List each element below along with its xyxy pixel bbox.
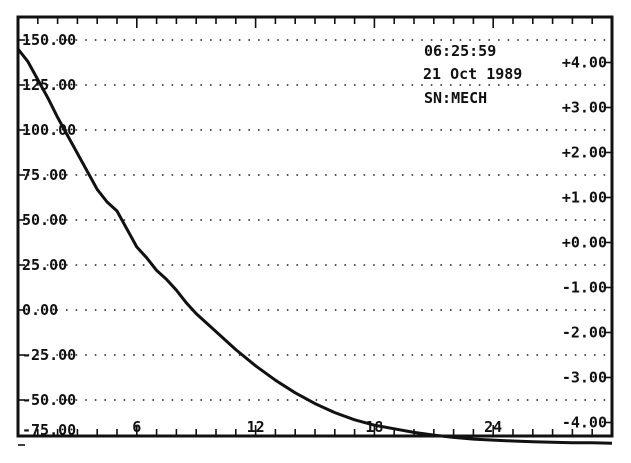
plot-frame <box>16 15 614 438</box>
y-left-tick-label: 25.00 <box>22 256 67 274</box>
tick-marks <box>18 17 612 446</box>
y-right-tick-label: -3.00 <box>562 369 607 387</box>
grid <box>18 39 612 401</box>
x-tick-label: 6 <box>132 418 141 436</box>
y-right-tick-label: +1.00 <box>562 189 607 207</box>
data-line <box>16 48 613 445</box>
y-left-tick-label: 125.00 <box>22 76 76 94</box>
y-right-tick-label: -2.00 <box>562 324 607 342</box>
y-right-tick-labels: +4.00 +3.00 +2.00 +1.00 +0.00 -1.00 -2.00 -3.00… <box>562 54 607 432</box>
x-tick-labels: 6 12 18 24 <box>132 418 502 436</box>
y-right-tick-label: +4.00 <box>562 54 607 72</box>
x-tick-label: 24 <box>484 418 502 436</box>
y-right-tick-label: +2.00 <box>562 144 607 162</box>
y-right-tick-label: -4.00 <box>562 414 607 432</box>
header-date: 21 Oct 1989 <box>423 65 522 83</box>
y-left-tick-labels: 150.00125.00100.0075.0050.0025.000.00-25… <box>22 31 76 439</box>
y-left-tick-label: 0.00 <box>22 301 58 319</box>
y-left-tick-label: 50.00 <box>22 211 67 229</box>
y-right-tick-label: +0.00 <box>562 234 607 252</box>
y-left-tick-label: 150.00 <box>22 31 76 49</box>
y-left-tick-label: -50.00 <box>22 391 76 409</box>
header-time: 06:25:59 <box>424 42 496 60</box>
y-right-tick-label: -1.00 <box>562 279 607 297</box>
y-left-tick-label: -75.00 <box>22 421 76 439</box>
y-left-tick-label: -25.00 <box>22 346 76 364</box>
y-right-tick-label: +3.00 <box>562 99 607 117</box>
x-tick-label: 12 <box>247 418 265 436</box>
header-sn: SN:MECH <box>424 89 487 107</box>
y-left-tick-label: 75.00 <box>22 166 67 184</box>
header-block: 06:25:59 21 Oct 1989 SN:MECH <box>423 42 522 107</box>
